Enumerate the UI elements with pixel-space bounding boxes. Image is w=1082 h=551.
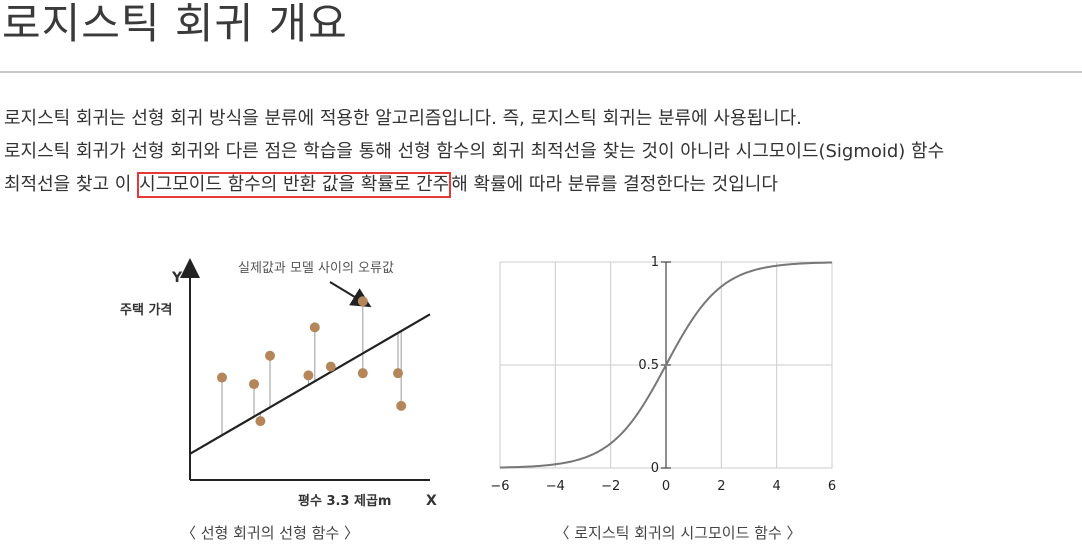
data-point [265, 350, 275, 361]
y-axis-label: 주택 가격 [120, 302, 172, 318]
paragraph-line-3-start: 최적선을 찾고 이 [4, 174, 138, 195]
linear-regression-figure: Y 주택 가격 X 평수 3.3 제곱m 실제값과 모델 사이의 오류값 〈 선… [100, 248, 460, 548]
x-tick-label: −2 [601, 479, 620, 494]
highlighted-phrase: 시그모이드 함수의 반환 값을 확률로 간주 [137, 172, 452, 198]
paragraph-line-3-end: 해 확률에 따라 분류를 결정한다는 것입니다 [451, 174, 778, 195]
data-point [249, 379, 259, 390]
data-point [357, 368, 368, 379]
data-point [393, 368, 403, 379]
y-axis-letter: Y [171, 270, 183, 286]
data-point [303, 370, 314, 381]
linear-regression-chart: Y 주택 가격 X 평수 3.3 제곱m 실제값과 모델 사이의 오류값 [120, 258, 437, 509]
x-axis-label: 평수 3.3 제곱m [298, 493, 391, 509]
x-tick-label: 4 [773, 479, 781, 494]
y-tick-label: 0.5 [638, 358, 659, 373]
regression-line [189, 313, 431, 455]
x-tick-label: 6 [828, 479, 836, 494]
data-point [325, 361, 336, 372]
data-point [357, 296, 368, 307]
x-tick-label: 2 [717, 479, 725, 494]
y-tick-label: 1 [651, 255, 659, 270]
article-body: 로지스틱 회귀는 선형 회귀 방식을 분류에 적용한 알고리즘입니다. 즉, 로… [4, 102, 1082, 201]
data-point [309, 322, 320, 333]
paragraph-line-3: 최적선을 찾고 이 시그모이드 함수의 반환 값을 확률로 간주 해 확률에 따라… [4, 168, 1082, 201]
data-point [255, 416, 266, 427]
x-tick-label: 0 [662, 479, 670, 494]
title-divider [0, 71, 1082, 73]
y-tick-label: 0 [651, 461, 659, 476]
data-point [396, 400, 407, 411]
paragraph-line-1: 로지스틱 회귀는 선형 회귀 방식을 분류에 적용한 알고리즘입니다. 즉, 로… [4, 108, 802, 129]
data-point [217, 372, 227, 383]
page-title: 로지스틱 회귀 개요 [2, 0, 348, 48]
sigmoid-chart: 0 0.5 1 −6 −4 −2 0 2 4 6 [490, 255, 836, 494]
x-axis-letter: X [426, 493, 437, 509]
x-tick-label: −4 [546, 479, 565, 494]
sigmoid-figure-caption: 〈 로지스틱 회귀의 시그모이드 함수 〉 [554, 524, 802, 542]
sigmoid-figure: 0 0.5 1 −6 −4 −2 0 2 4 6 〈 로지스틱 회귀의 시그모이드 함수 〉 [478, 248, 858, 548]
linear-figure-caption: 〈 선형 회귀의 선형 함수 〉 [180, 524, 360, 542]
error-annotation: 실제값과 모델 사이의 오류값 [238, 261, 394, 276]
sigmoid-curve [499, 261, 833, 469]
x-tick-label: −6 [490, 479, 509, 494]
paragraph-line-2: 로지스틱 회귀가 선형 회귀와 다른 점은 학습을 통해 선형 함수의 회귀 최… [4, 141, 945, 162]
